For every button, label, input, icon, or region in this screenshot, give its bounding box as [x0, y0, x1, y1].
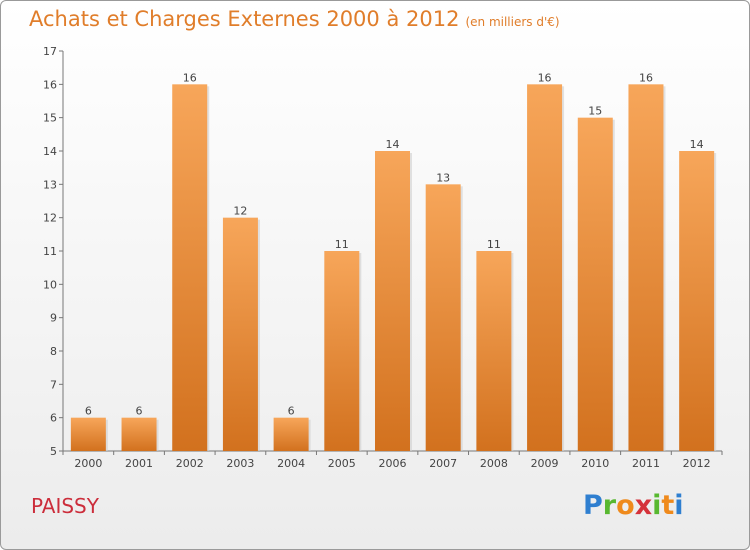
logo-letter: t — [661, 490, 675, 521]
data-label: 16 — [538, 71, 552, 84]
bar-2001 — [121, 417, 157, 451]
y-tick-label: 8 — [50, 345, 57, 358]
data-label: 6 — [288, 405, 295, 418]
x-tick-label: 2010 — [581, 457, 609, 470]
x-tick-label: 2006 — [379, 457, 407, 470]
logo-letter: o — [616, 490, 635, 521]
y-tick-label: 7 — [50, 378, 57, 391]
data-label: 16 — [183, 71, 197, 84]
data-label: 6 — [136, 405, 143, 418]
logo-letter: r — [602, 490, 617, 521]
y-tick-label: 17 — [43, 45, 57, 58]
x-tick-label: 2002 — [176, 457, 204, 470]
logo-letter: x — [634, 490, 653, 521]
data-label: 12 — [233, 205, 247, 218]
x-tick-label: 2001 — [125, 457, 153, 470]
logo-letter: P — [583, 490, 603, 521]
chart-subtitle: (en milliers d'€) — [465, 15, 560, 29]
town-name: PAISSY — [31, 494, 99, 518]
bar-2009 — [527, 84, 563, 451]
chart-title: Achats et Charges Externes 2000 à 2012 (e… — [29, 7, 560, 31]
data-label: 14 — [690, 138, 704, 151]
chart-bars — [70, 84, 717, 452]
x-tick-label: 2007 — [429, 457, 457, 470]
x-tick-label: 2012 — [683, 457, 711, 470]
bar-2005 — [324, 251, 360, 451]
logo-letter: i — [674, 490, 684, 521]
y-tick-label: 13 — [43, 178, 57, 191]
data-label: 11 — [335, 238, 349, 251]
x-tick-label: 2005 — [328, 457, 356, 470]
chart-axes: 5 6 7 8 9 10 11 12 13 14 15 16 17 2000 2001 2002 2003 200… — [43, 45, 723, 470]
data-label: 16 — [639, 71, 653, 84]
y-tick-label: 9 — [50, 312, 57, 325]
proxiti-logo: Proxiti — [583, 490, 684, 521]
y-tick-label: 15 — [43, 112, 57, 125]
bar-2004 — [273, 417, 309, 451]
y-tick-label: 5 — [50, 445, 57, 458]
y-tick-label: 10 — [43, 278, 57, 291]
bar-2010 — [577, 117, 613, 452]
data-label: 15 — [588, 105, 602, 118]
bar-2006 — [375, 151, 410, 451]
data-label: 11 — [487, 238, 501, 251]
x-tick-label: 2011 — [632, 457, 660, 470]
bar-2002 — [172, 84, 208, 451]
y-tick-label: 16 — [43, 78, 57, 91]
chart-title-text: Achats et Charges Externes 2000 à 2012 — [29, 7, 460, 31]
logo-letter: i — [652, 490, 662, 521]
y-tick-label: 6 — [50, 412, 57, 425]
x-tick-label: 2004 — [277, 457, 305, 470]
bar-2003 — [222, 217, 258, 451]
y-tick-label: 11 — [43, 245, 57, 258]
y-tick-label: 14 — [43, 145, 57, 158]
bar-2008 — [476, 251, 512, 451]
x-tick-label: 2003 — [226, 457, 254, 470]
data-label: 6 — [85, 405, 92, 418]
data-label: 13 — [436, 171, 450, 184]
chart-data-labels: 6 6 16 12 6 11 14 13 11 16 15 16 14 — [85, 71, 704, 417]
bar-2012 — [679, 151, 715, 451]
x-tick-label: 2009 — [531, 457, 559, 470]
data-label: 14 — [386, 138, 400, 151]
bar-2007 — [425, 184, 461, 452]
bar-2000 — [70, 417, 106, 451]
x-tick-label: 2000 — [74, 457, 102, 470]
y-tick-label: 12 — [43, 212, 57, 225]
x-tick-label: 2008 — [480, 457, 508, 470]
bar-2011 — [628, 84, 664, 451]
